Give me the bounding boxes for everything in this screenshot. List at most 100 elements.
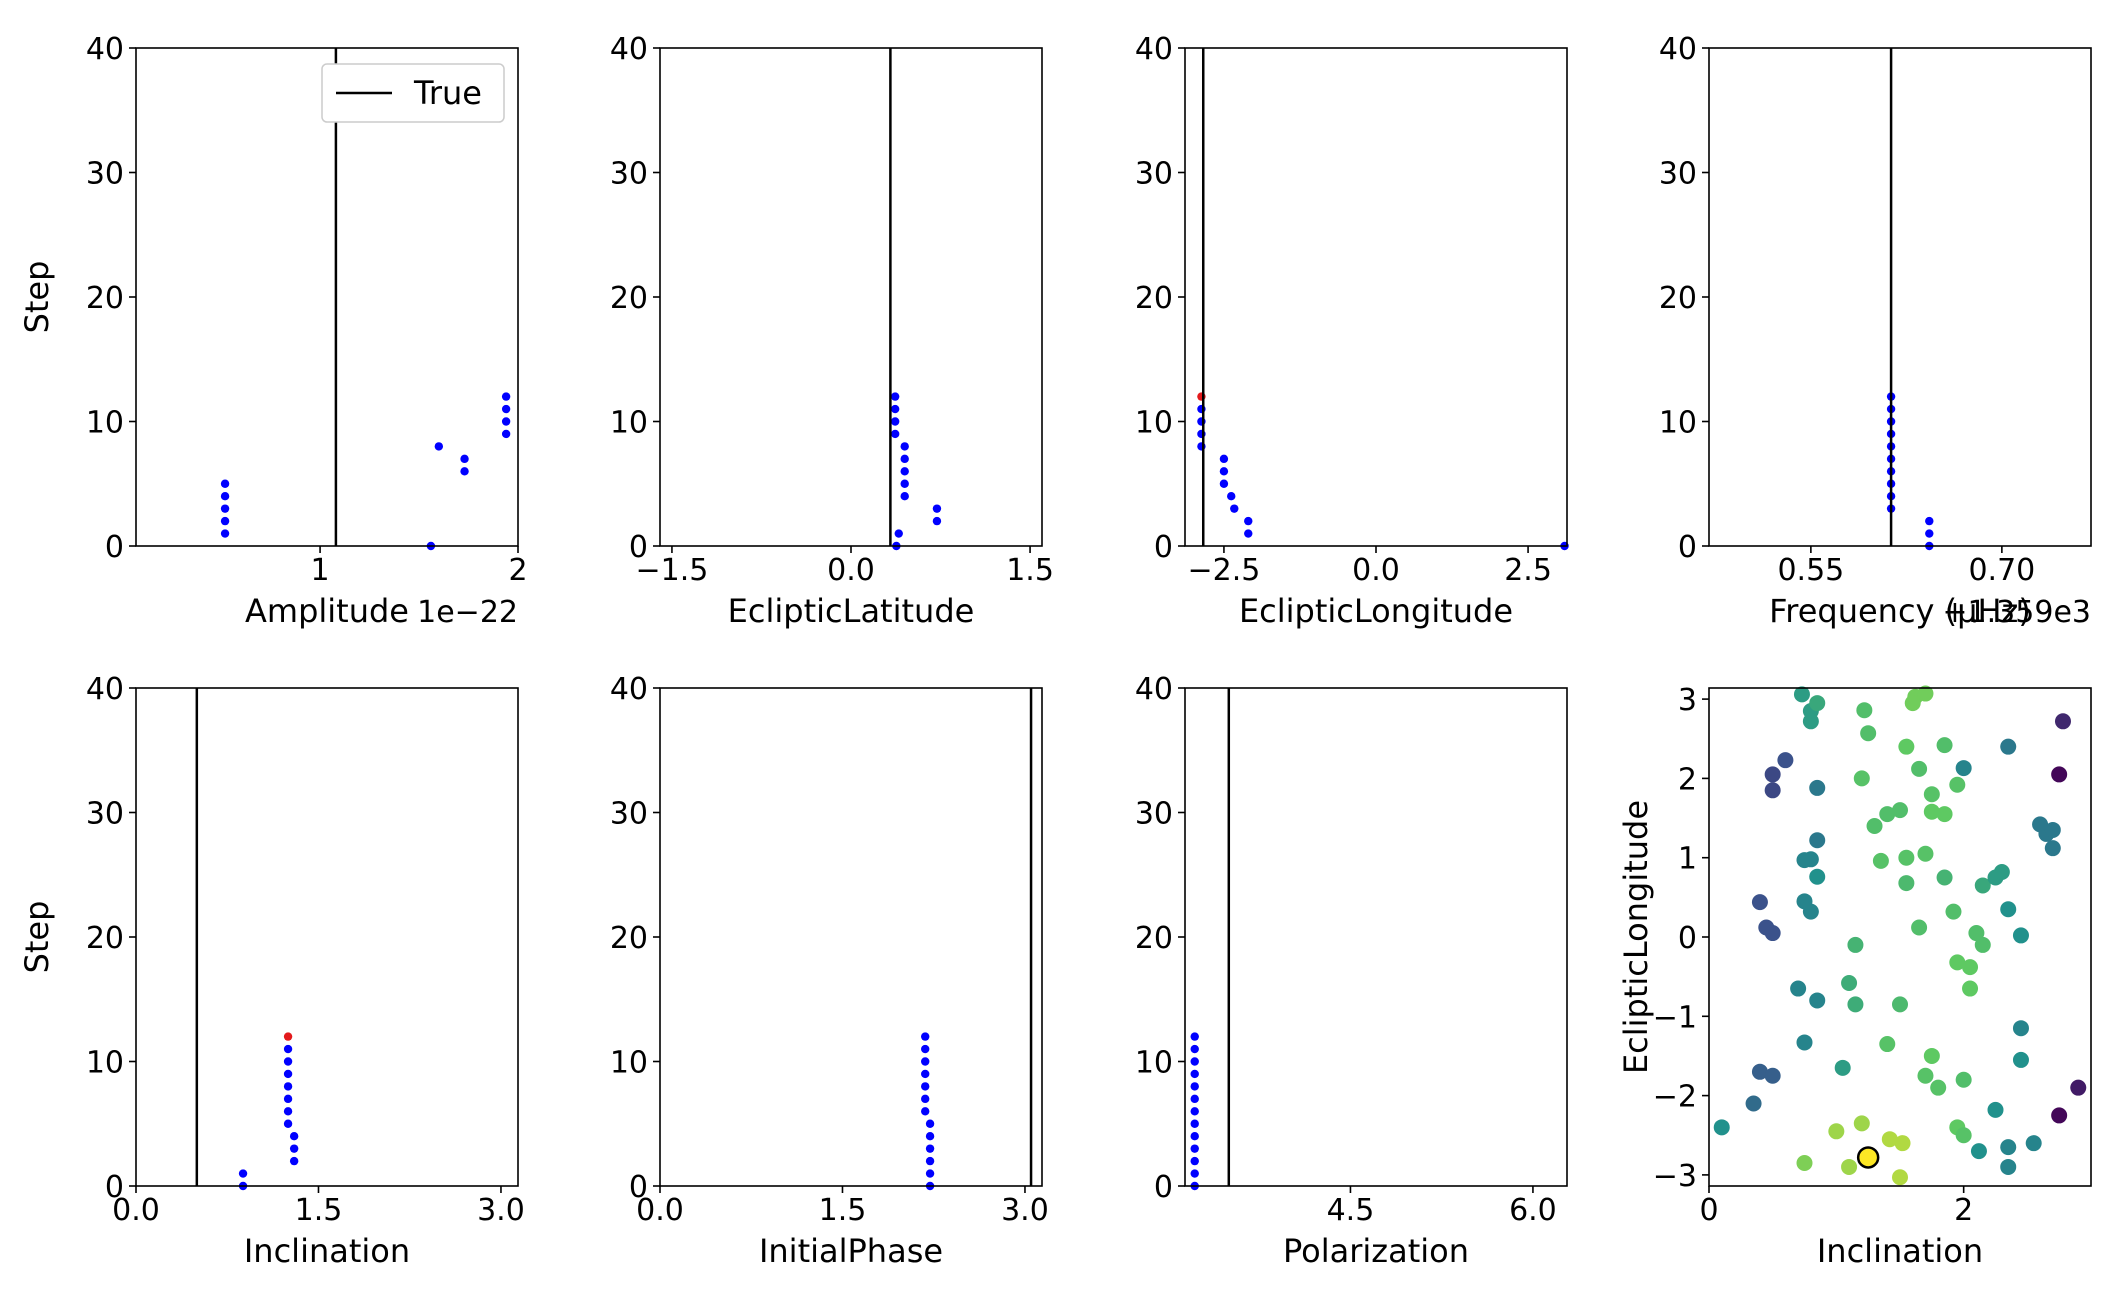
trace-point — [921, 1032, 930, 1041]
x-tick-label: 6.0 — [1509, 1193, 1557, 1228]
x-axis-label: Frequency (μHz) — [1769, 592, 2031, 630]
scatter-point — [1809, 832, 1826, 849]
trace-point — [1190, 1094, 1199, 1104]
scatter-point — [1898, 849, 1915, 866]
trace-point — [238, 1169, 248, 1178]
scatter-point — [2012, 927, 2029, 944]
scatter-point — [1777, 752, 1794, 769]
y-tick-label: 0 — [105, 530, 124, 565]
trace-point — [289, 1156, 299, 1166]
scatter-point — [1949, 954, 1966, 971]
trace-point — [900, 492, 909, 501]
y-tick-label: 20 — [1659, 281, 1697, 316]
y-tick-label: 30 — [86, 157, 124, 192]
trace-point — [1244, 516, 1253, 526]
trace-point — [501, 404, 511, 414]
scatter-point — [1955, 1127, 1972, 1144]
scatter-point — [1809, 992, 1826, 1009]
scatter-point — [1894, 1135, 1911, 1152]
trace-point — [925, 1132, 935, 1141]
trace-point — [1190, 1169, 1199, 1178]
scatter-point — [1834, 1059, 1851, 1076]
x-axis-label: Polarization — [1283, 1232, 1469, 1270]
scatter-point — [1993, 863, 2010, 880]
scatter-point — [1962, 980, 1979, 997]
x-tick-label: 2.5 — [1504, 553, 1552, 588]
scatter-point — [2012, 1051, 2029, 1068]
scatter-point — [1764, 1067, 1781, 1084]
x-tick-label: 2 — [508, 553, 527, 588]
scatter-point — [1923, 803, 1940, 820]
y-tick-label: 30 — [610, 797, 648, 832]
trace-point — [921, 1069, 930, 1079]
legend-box — [321, 63, 505, 123]
subplot-2: −1.5 0.0 1.5 0 10 20 30 40 EclipticLatitude — [610, 32, 1054, 630]
x-tick-label: 0.55 — [1777, 553, 1844, 588]
scatter-point — [1856, 702, 1873, 719]
scatter-point — [1751, 1063, 1768, 1080]
scatter-point — [1904, 695, 1921, 712]
scatter-point — [1879, 1036, 1896, 1053]
trace-point — [1219, 454, 1229, 464]
scatter-point — [1917, 1067, 1934, 1084]
y-tick-label: 40 — [1135, 672, 1173, 707]
scatter-point — [1892, 802, 1908, 819]
x-offset-label: 1e−22 — [417, 595, 518, 630]
y-tick-label: 10 — [1135, 406, 1173, 441]
y-tick-label: 3 — [1678, 683, 1697, 718]
scatter-point — [1974, 877, 1991, 894]
trace-point — [1244, 529, 1253, 538]
y-tick-label: 30 — [1135, 797, 1173, 832]
y-tick-label: 30 — [86, 797, 124, 832]
trace-point — [932, 516, 942, 526]
y-tick-label: 20 — [86, 921, 124, 956]
scatter-point — [2012, 1020, 2029, 1037]
x-tick-label: 0.0 — [827, 553, 875, 588]
y-tick-label: 40 — [1135, 32, 1173, 67]
x-tick-label: 1.5 — [819, 1193, 867, 1228]
trace-point — [1190, 1032, 1199, 1041]
trace-point — [900, 479, 909, 488]
scatter-point — [1911, 919, 1928, 936]
scatter-point — [1802, 713, 1819, 730]
y-tick-label: 40 — [86, 32, 124, 67]
scatter-point — [1764, 766, 1781, 783]
trace-point — [921, 1082, 930, 1091]
y-tick-label: 40 — [86, 672, 124, 707]
trace-point — [283, 1107, 293, 1116]
subplot-8: 0 2 −3 −2 −1 0 1 2 3 Inclination EclipticLongitude — [1617, 683, 2092, 1270]
scatter-point — [1974, 936, 1991, 953]
trace-point — [220, 504, 230, 513]
scatter-point — [1764, 925, 1781, 942]
trace-point — [460, 454, 469, 464]
x-tick-label: 0.70 — [1968, 553, 2035, 588]
trace-point — [932, 504, 942, 513]
scatter-point — [2051, 1107, 2068, 1124]
x-axis-label: EclipticLongitude — [1239, 592, 1513, 630]
subplot-4: 0.55 0.70 0 10 20 30 40 Frequency (μHz)+1.359e3 — [1659, 32, 2092, 630]
scatter-point — [1917, 685, 1934, 702]
scatter-point — [1809, 868, 1826, 885]
trace-point — [289, 1132, 299, 1141]
scatter-point — [1809, 779, 1826, 796]
y-tick-label: 20 — [1135, 921, 1173, 956]
trace-point — [434, 442, 444, 451]
trace-point — [1925, 529, 1934, 538]
x-tick-label: 3.0 — [1001, 1193, 1049, 1228]
y-tick-label: 30 — [1135, 157, 1173, 192]
scatter-point — [1923, 1047, 1940, 1064]
y-tick-label: −3 — [1653, 1159, 1697, 1194]
scatter-point — [1911, 760, 1928, 777]
trace-point — [283, 1094, 293, 1104]
x-tick-label: 1.5 — [295, 1193, 343, 1228]
trace-point — [1190, 1082, 1199, 1091]
trace-point — [1230, 504, 1239, 513]
trace-point — [921, 1107, 930, 1116]
y-tick-label: 30 — [610, 157, 648, 192]
scatter-point — [2000, 1139, 2017, 1156]
y-tick-label: 0 — [1154, 530, 1173, 565]
trace-point — [925, 1144, 935, 1153]
y-tick-label: 20 — [610, 281, 648, 316]
